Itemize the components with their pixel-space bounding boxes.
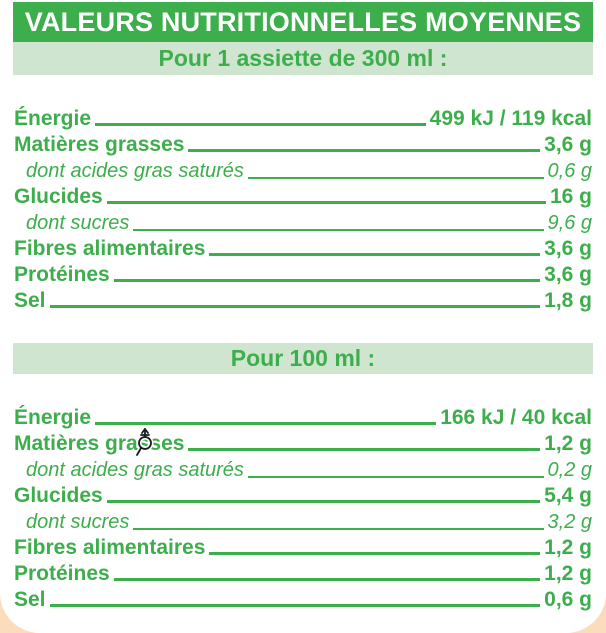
nutrition-header-bar: VALEURS NUTRITIONNELLES MOYENNES (13, 2, 593, 42)
nutrition-table-per-serving: Énergie 499 kJ / 119 kcal Matières grasses… (13, 75, 593, 312)
leader-line (188, 149, 541, 152)
leader-line (133, 229, 544, 231)
nutrient-value: 1,2 g (544, 432, 592, 455)
nutrient-value: 166 kJ / 40 kcal (440, 406, 592, 429)
nutrition-row: Fibres alimentaires 1,2 g (14, 533, 592, 559)
leader-line (133, 528, 544, 530)
nutrient-label: Énergie (14, 406, 92, 429)
nutrient-label: dont sucres (26, 511, 130, 533)
nutrient-label: Protéines (14, 263, 110, 286)
nutrition-row: Matières grasses 1,2 g (14, 429, 592, 455)
serving-size-bar-300ml: Pour 1 assiette de 300 ml : (13, 42, 593, 75)
nutrient-value: 1,2 g (544, 562, 592, 585)
nutrition-row: Protéines 3,6 g (14, 260, 592, 286)
nutrition-row: Matières grasses 3,6 g (14, 130, 592, 156)
nutrient-value: 0,6 g (544, 588, 592, 611)
nutrition-row: dont sucres 9,6 g (14, 208, 592, 234)
leader-line (247, 476, 544, 478)
nutrient-label: Glucides (14, 185, 103, 208)
leader-line (49, 305, 541, 308)
leader-line (49, 604, 541, 607)
nutrition-row: dont acides gras saturés 0,6 g (14, 156, 592, 182)
nutrition-row: Sel 1,8 g (14, 286, 592, 312)
nutrient-label: Glucides (14, 484, 103, 507)
nutrition-table-per-100ml: Énergie 166 kJ / 40 kcal Matières grasses 1… (13, 374, 593, 611)
nutrition-row: Glucides 16 g (14, 182, 592, 208)
leader-line (113, 578, 541, 581)
leader-line (209, 552, 541, 555)
nutrient-label: Fibres alimentaires (14, 536, 206, 559)
nutrition-row: Glucides 5,4 g (14, 481, 592, 507)
nutrient-value: 499 kJ / 119 kcal (429, 107, 592, 130)
nutrition-row: Énergie 499 kJ / 119 kcal (14, 104, 592, 130)
leader-line (95, 123, 426, 126)
nutrition-row: Sel 0,6 g (14, 585, 592, 611)
serving-size-label: Pour 1 assiette de 300 ml : (158, 45, 448, 71)
nutrient-label: dont acides gras saturés (26, 160, 244, 182)
label-content: VALEURS NUTRITIONNELLES MOYENNES Pour 1 … (13, 2, 593, 611)
nutrition-row: Énergie 166 kJ / 40 kcal (14, 403, 592, 429)
nutrient-label: Matières grasses (14, 133, 185, 156)
nutrient-label: Énergie (14, 107, 92, 130)
nutrition-row: dont sucres 3,2 g (14, 507, 592, 533)
nutrition-row: Fibres alimentaires 3,6 g (14, 234, 592, 260)
leader-line (95, 422, 437, 425)
nutrient-value: 3,6 g (544, 263, 592, 286)
nutrient-value: 3,6 g (544, 237, 592, 260)
nutrient-label: Sel (14, 588, 46, 611)
nutrition-row: dont acides gras saturés 0,2 g (14, 455, 592, 481)
nutrient-label: Sel (14, 289, 46, 312)
nutrient-label: dont sucres (26, 212, 130, 234)
leader-line (188, 448, 541, 451)
nutrition-header-title: VALEURS NUTRITIONNELLES MOYENNES (24, 6, 582, 37)
nutrient-label: Protéines (14, 562, 110, 585)
nutrient-label: Fibres alimentaires (14, 237, 206, 260)
nutrition-row: Protéines 1,2 g (14, 559, 592, 585)
nutrient-value: 0,6 g (547, 160, 592, 182)
nutrient-label: dont acides gras saturés (26, 459, 244, 481)
leader-line (113, 279, 541, 282)
nutrient-value: 9,6 g (547, 212, 592, 234)
nutrient-value: 0,2 g (547, 459, 592, 481)
leader-line (247, 177, 544, 179)
nutrient-label: Matières grasses (14, 432, 185, 455)
leader-line (209, 253, 541, 256)
nutrient-value: 5,4 g (544, 484, 592, 507)
serving-size-label: Pour 100 ml : (230, 345, 376, 371)
nutrient-value: 3,2 g (547, 511, 592, 533)
nutrient-value: 1,2 g (544, 536, 592, 559)
nutrient-value: 16 g (549, 185, 592, 208)
leader-line (106, 500, 541, 503)
nutrient-value: 1,8 g (544, 289, 592, 312)
serving-size-bar-100ml: Pour 100 ml : (13, 343, 593, 374)
leader-line (106, 201, 546, 204)
nutrient-value: 3,6 g (544, 133, 592, 156)
